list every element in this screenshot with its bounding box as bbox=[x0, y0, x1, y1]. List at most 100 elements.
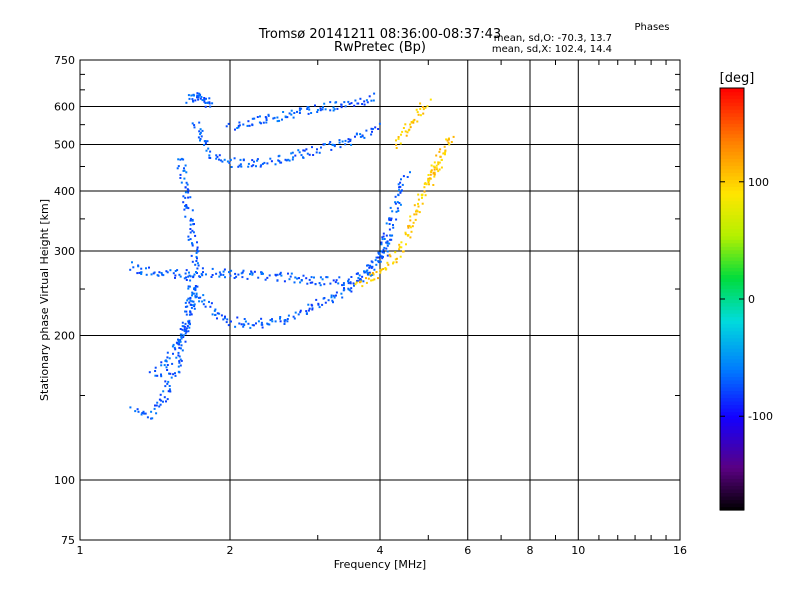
data-point bbox=[165, 366, 168, 369]
data-point bbox=[284, 115, 287, 118]
data-point bbox=[329, 109, 332, 112]
data-point bbox=[165, 400, 167, 403]
data-point bbox=[395, 257, 398, 260]
data-point bbox=[350, 290, 353, 293]
data-point bbox=[183, 330, 186, 332]
colorbar-segment bbox=[720, 365, 744, 370]
data-point bbox=[416, 120, 419, 123]
colorbar-segment bbox=[720, 313, 744, 318]
data-point bbox=[394, 258, 397, 261]
data-point bbox=[242, 269, 245, 272]
data-point bbox=[386, 261, 389, 264]
data-point bbox=[302, 156, 304, 159]
data-point bbox=[360, 279, 363, 282]
data-point bbox=[192, 223, 195, 226]
data-point bbox=[197, 96, 200, 99]
data-point bbox=[305, 313, 308, 315]
axes-layer: 1 2 4 6 8 10 16 75 100 200 300 400 500 600 750 bbox=[54, 54, 687, 557]
data-point bbox=[278, 154, 281, 157]
data-point bbox=[239, 158, 242, 161]
y-axis-title: Stationary phase Virtual Height [km] bbox=[38, 199, 51, 401]
data-point bbox=[280, 161, 283, 164]
data-point bbox=[367, 264, 369, 267]
colorbar-segment bbox=[720, 137, 744, 142]
colorbar-segment bbox=[720, 144, 744, 149]
data-point bbox=[196, 96, 198, 99]
data-point bbox=[296, 110, 298, 113]
data-point bbox=[260, 122, 262, 125]
data-point bbox=[342, 282, 345, 285]
data-point bbox=[187, 238, 190, 241]
data-point bbox=[184, 272, 187, 275]
data-point bbox=[222, 270, 225, 273]
data-point bbox=[140, 413, 143, 416]
data-point bbox=[249, 326, 252, 329]
data-point bbox=[160, 373, 162, 376]
data-point bbox=[266, 276, 269, 279]
data-point bbox=[343, 288, 346, 291]
data-point bbox=[226, 160, 229, 163]
data-point bbox=[276, 116, 279, 119]
data-point bbox=[218, 312, 221, 315]
data-point bbox=[394, 201, 397, 204]
data-point bbox=[244, 320, 247, 323]
data-point bbox=[200, 96, 203, 98]
data-point bbox=[381, 238, 384, 241]
data-point bbox=[260, 273, 263, 275]
colorbar-segment bbox=[720, 320, 744, 325]
colorbar-segment bbox=[720, 225, 744, 230]
data-point bbox=[319, 107, 322, 110]
data-point bbox=[199, 93, 201, 96]
data-point bbox=[379, 260, 382, 263]
data-point bbox=[177, 338, 179, 341]
data-point bbox=[299, 309, 302, 312]
data-point bbox=[179, 339, 182, 341]
data-point bbox=[189, 238, 192, 241]
data-point bbox=[229, 158, 232, 161]
data-point bbox=[348, 103, 351, 105]
colorbar-segment bbox=[720, 355, 744, 360]
data-point bbox=[274, 320, 277, 323]
colorbar-segment bbox=[720, 288, 744, 293]
data-point bbox=[251, 117, 254, 120]
data-point bbox=[205, 97, 207, 100]
data-point bbox=[179, 347, 182, 350]
data-point bbox=[380, 243, 383, 246]
colorbar-segment bbox=[720, 239, 744, 244]
data-point bbox=[258, 121, 261, 124]
data-point bbox=[203, 98, 206, 101]
data-point bbox=[283, 319, 286, 322]
data-point bbox=[310, 112, 313, 114]
data-point bbox=[187, 235, 190, 238]
scatter-points bbox=[129, 92, 455, 420]
colorbar-segment bbox=[720, 467, 744, 472]
data-point bbox=[311, 281, 314, 284]
data-point bbox=[237, 124, 240, 127]
data-point bbox=[406, 176, 409, 178]
data-point bbox=[177, 158, 180, 161]
colorbar-segment bbox=[720, 218, 744, 223]
data-point bbox=[196, 262, 199, 265]
data-point bbox=[400, 241, 403, 244]
data-point bbox=[404, 130, 407, 133]
data-point bbox=[198, 300, 201, 303]
data-point bbox=[329, 141, 332, 143]
data-point bbox=[409, 236, 412, 239]
data-point bbox=[199, 133, 202, 136]
data-point bbox=[347, 138, 350, 141]
data-point bbox=[395, 218, 398, 221]
data-point bbox=[404, 123, 407, 126]
data-point bbox=[264, 116, 267, 118]
data-point bbox=[412, 119, 415, 122]
data-point bbox=[357, 102, 360, 105]
data-point bbox=[358, 281, 361, 284]
data-point bbox=[429, 173, 432, 176]
data-point bbox=[327, 299, 330, 302]
data-point bbox=[428, 177, 431, 180]
data-point bbox=[177, 351, 180, 354]
data-point bbox=[381, 251, 384, 254]
data-point bbox=[347, 278, 350, 281]
data-point bbox=[353, 104, 356, 107]
data-point bbox=[398, 246, 401, 249]
data-point bbox=[340, 103, 343, 106]
